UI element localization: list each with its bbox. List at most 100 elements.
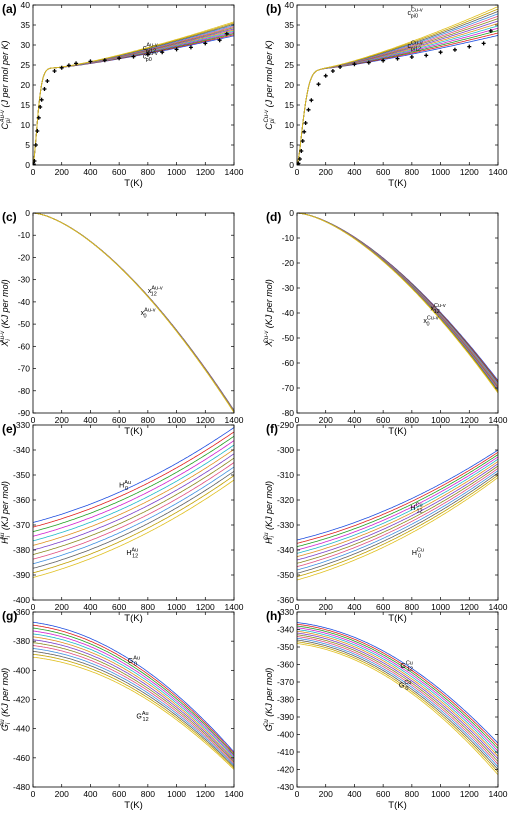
x-tick-label: 0 [295,167,300,177]
y-tick-label: -400 [277,730,294,740]
x-tick-label: 600 [112,789,126,799]
data-point [174,47,179,52]
x-tick-label: 1000 [167,602,186,612]
curve-annotation: cCu-v pi0 [408,8,423,20]
y-axis-label: XiCu-v (KJ per mol) [264,279,276,348]
series-line [297,23,498,165]
series-line [297,625,498,749]
x-tick-label: 800 [141,789,155,799]
x-tick-label: 200 [319,415,333,425]
panel-g: 0 200 400 600 800 1000 1200 1400 -360 -380 -400 -42… [0,607,244,811]
curve-annotation: GAu 12 [136,711,148,723]
y-tick-label: -370 [277,677,294,687]
y-tick-label: -300 [277,445,294,455]
series-line [297,623,498,747]
y-tick-label: 35 [21,20,31,30]
data-point [488,29,493,33]
series-line [297,6,498,165]
panel-b: 0 200 400 600 800 1000 1200 1400 0 5 10 15 20 25 30 35 4… [264,0,508,189]
data-point [59,65,64,70]
data-point [309,98,314,103]
y-tick-label: -380 [277,695,294,705]
y-tick-label: -60 [282,358,295,368]
series-line [33,213,234,412]
data-point [33,162,36,165]
panel-f: 0 200 400 600 800 1000 1200 1400 -290 -300 -310 -32… [264,420,508,624]
series-line [297,477,498,581]
series-line [33,213,234,413]
x-tick-label: 1000 [431,789,450,799]
series-line [297,622,498,744]
series-line [33,621,234,753]
curve-group [33,621,234,770]
y-tick-label: -380 [13,545,30,555]
data-point [338,65,343,69]
plot-frame [296,424,499,601]
x-tick-label: 400 [83,167,97,177]
series-line [33,213,234,413]
x-tick-label: 400 [347,789,361,799]
panel-a: 0 200 400 600 800 1000 1200 1400 0 5 10 15 20 25 30 35 4… [0,0,244,189]
y-tick-label: 40 [285,0,295,10]
panel-label: (d) [266,210,281,224]
series-line [297,458,498,554]
x-axis-label: T(K) [388,800,406,811]
x-tick-label: 1200 [196,415,215,425]
series-line [33,645,234,764]
y-tick-label: -370 [13,520,30,530]
x-tick-label: 1000 [167,789,186,799]
y-tick-label: -330 [277,520,294,530]
y-tick-label: -400 [13,595,30,605]
x-tick-label: 600 [112,167,126,177]
data-point [299,149,304,153]
x-axis-label: T(K) [124,426,142,437]
x-tick-label: 400 [83,789,97,799]
y-axis-label: XiAu-v (KJ per mol) [0,279,12,347]
data-point [323,73,328,78]
series-line [33,213,234,412]
y-tick-label: 20 [21,80,31,90]
curve-annotation: cAu-v pi12 [143,42,158,54]
data-point [424,53,429,58]
x-tick-label: 400 [83,602,97,612]
y-tick-label: -10 [18,230,31,240]
y-tick-label: -30 [282,283,295,293]
x-tick-label: 800 [405,167,419,177]
x-tick-label: 0 [295,602,300,612]
x-tick-label: 800 [405,789,419,799]
curve-annotation: xCu-v 12 [431,303,446,315]
data-point [366,60,371,65]
y-tick-label: -80 [18,386,31,396]
curve-annotation: cAu-v p0 [143,51,158,63]
series-line [33,636,234,760]
curve-annotation: xAu-v 12 [148,286,163,298]
series-line [33,213,234,413]
data-point [409,55,414,59]
series-line [33,470,234,569]
data-point [35,129,40,133]
series-line [297,213,498,384]
y-tick-label: 10 [21,120,31,130]
series-line [33,28,234,165]
data-point [131,54,136,59]
y-axis-label: CpiAu-v (J per mol per K) [0,40,12,129]
x-tick-label: 1400 [489,789,508,799]
data-point [395,56,400,61]
data-point [52,69,57,73]
data-point [467,44,472,49]
series-line [33,457,234,555]
series-line [33,639,234,762]
x-tick-label: 200 [55,789,69,799]
series-line [33,630,234,757]
panel-e: 0 200 400 600 800 1000 1200 1400 -330 -340 -350 -36… [0,420,244,624]
y-tick-label: -360 [13,495,30,505]
data-point [38,105,43,109]
series-line [33,22,234,165]
x-tick-label: 600 [376,415,390,425]
y-tick-label: -360 [277,595,294,605]
x-tick-label: 0 [295,415,300,425]
curve-annotation: HAu 12 [126,548,138,560]
series-line [297,627,498,752]
series-line [33,21,234,165]
